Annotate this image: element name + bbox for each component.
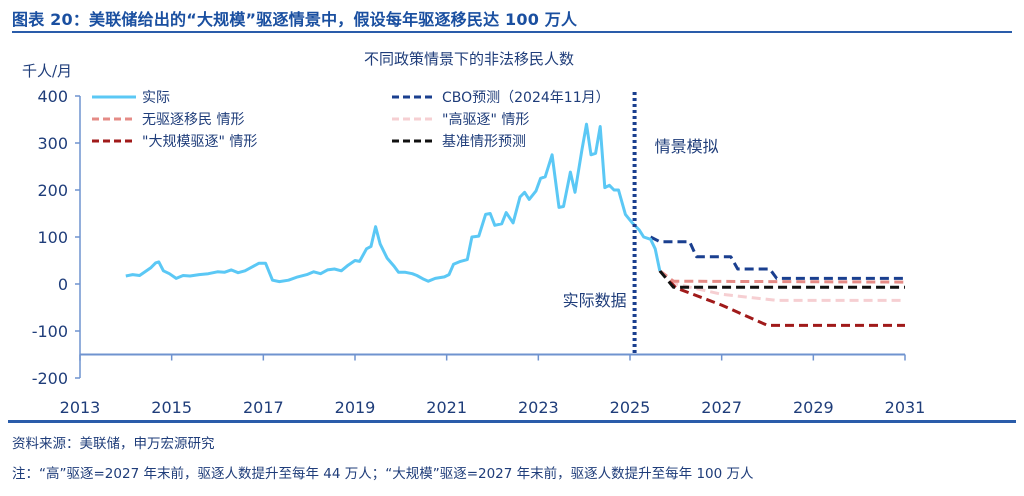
y-tick-label: 200 xyxy=(37,181,68,200)
series-line xyxy=(658,269,906,284)
legend-label: 无驱逐移民 情形 xyxy=(142,112,244,128)
x-tick-label: 2027 xyxy=(701,398,742,417)
axes: 400 300 200 100 0 -100 -200 2013 2015 2017 2019 202… xyxy=(32,87,926,417)
series-line xyxy=(649,235,905,280)
x-tick-label: 2021 xyxy=(426,398,467,417)
x-tick-label: 2013 xyxy=(60,398,101,417)
x-tick-label: 2031 xyxy=(885,398,926,417)
note-text: 注：“高”驱逐=2027 年末前，驱逐人数提升至每年 44 万人；“大规模”驱逐… xyxy=(12,466,754,482)
x-tick-label: 2015 xyxy=(151,398,192,417)
x-tick-label: 2019 xyxy=(335,398,376,417)
annotations: 实际数据 情景模拟 xyxy=(563,92,719,355)
x-tick-label: 2023 xyxy=(518,398,559,417)
y-tick-label: -200 xyxy=(32,369,68,388)
x-tick-label: 2017 xyxy=(243,398,284,417)
y-tick-label: 0 xyxy=(58,275,68,294)
y-tick-label: 100 xyxy=(37,228,68,247)
x-tick-label: 2025 xyxy=(610,398,651,417)
chart-title: 不同政策情景下的非法移民人数 xyxy=(364,50,574,68)
y-tick-label: -100 xyxy=(32,322,68,341)
scenario-simulation-label: 情景模拟 xyxy=(655,137,719,156)
y-tick-label: 400 xyxy=(37,87,68,106)
y-axis-label: 千人/月 xyxy=(22,62,72,80)
legend-label: CBO预测（2024年11月） xyxy=(442,90,610,106)
footer-divider xyxy=(8,420,1016,423)
legend-label: "高驱逐" 情形 xyxy=(442,111,529,128)
legend-label: 实际 xyxy=(142,90,170,106)
source-text: 资料来源：美联储，申万宏源研究 xyxy=(12,436,215,452)
actual-data-label: 实际数据 xyxy=(563,291,627,310)
figure-title: 图表 20：美联储给出的“大规模”驱逐情景中，假设每年驱逐移民达 100 万人 xyxy=(12,10,578,29)
x-tick-label: 2029 xyxy=(793,398,834,417)
title-divider xyxy=(12,31,1012,33)
legend-label: 基准情形预测 xyxy=(442,133,526,150)
chart: 不同政策情景下的非法移民人数 千人/月 400 300 200 100 0 -100 -20… xyxy=(22,50,926,417)
series-layer xyxy=(125,122,906,327)
series-line xyxy=(658,269,905,289)
legend-label: "大规模驱逐" 情形 xyxy=(142,134,257,150)
series-line xyxy=(125,122,662,284)
y-tick-label: 300 xyxy=(37,134,68,153)
